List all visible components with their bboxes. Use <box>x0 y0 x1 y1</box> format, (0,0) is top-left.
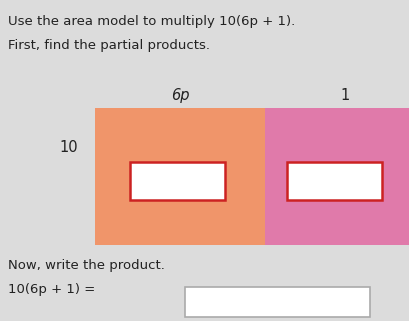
Bar <box>130 162 225 200</box>
Bar <box>95 108 264 245</box>
Text: Now, write the product.: Now, write the product. <box>8 259 164 272</box>
Text: 10: 10 <box>59 141 78 155</box>
Text: Use the area model to multiply 10(6p + 1).: Use the area model to multiply 10(6p + 1… <box>8 15 294 28</box>
Bar <box>286 162 381 200</box>
Bar <box>264 108 409 245</box>
Text: 6p: 6p <box>170 88 189 103</box>
Text: 10(6p + 1) =: 10(6p + 1) = <box>8 283 95 296</box>
Bar <box>184 287 369 317</box>
Text: 1: 1 <box>339 88 349 103</box>
Text: First, find the partial products.: First, find the partial products. <box>8 39 209 52</box>
